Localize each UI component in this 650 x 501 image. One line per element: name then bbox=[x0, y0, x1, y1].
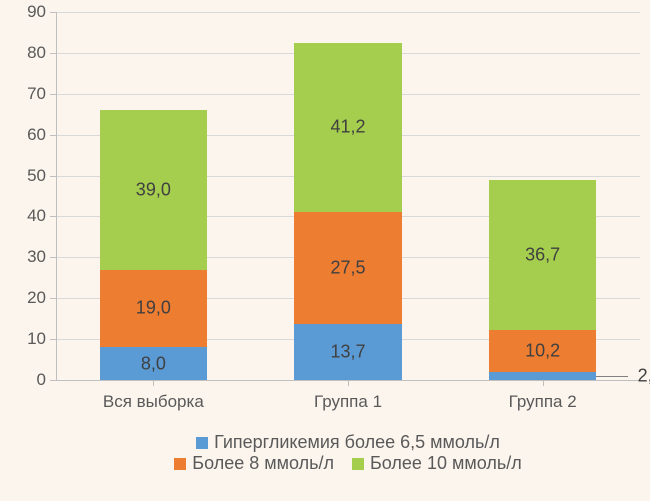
y-tick-label: 10 bbox=[0, 329, 46, 349]
legend-swatch bbox=[174, 458, 186, 470]
x-tick-label: Группа 1 bbox=[256, 392, 441, 412]
y-tick-label: 20 bbox=[0, 288, 46, 308]
x-tick-label: Вся выборка bbox=[61, 392, 246, 412]
data-label: 36,7 bbox=[525, 245, 560, 266]
data-label: 10,2 bbox=[525, 340, 560, 361]
legend-swatch bbox=[352, 458, 364, 470]
data-label: 39,0 bbox=[136, 179, 171, 200]
legend-item: Более 10 ммоль/л bbox=[352, 453, 522, 474]
legend-label: Более 10 ммоль/л bbox=[370, 453, 522, 474]
y-tick-label: 60 bbox=[0, 125, 46, 145]
stacked-bar-chart: 0 10 20 30 40 50 60 70 80 90 8,0 19,0 39,0 Вся выборк… bbox=[0, 0, 650, 501]
x-tick-label: Группа 2 bbox=[450, 392, 635, 412]
y-tick-label: 50 bbox=[0, 166, 46, 186]
data-label: 13,7 bbox=[330, 341, 365, 362]
data-label: 27,5 bbox=[330, 257, 365, 278]
data-label: 19,0 bbox=[136, 298, 171, 319]
legend: Гипергликемия более 6,5 ммоль/лБолее 8 м… bbox=[56, 432, 640, 474]
legend-item: Более 8 ммоль/л bbox=[174, 453, 334, 474]
data-label: 41,2 bbox=[330, 117, 365, 138]
y-tick-label: 40 bbox=[0, 206, 46, 226]
y-tick-label: 80 bbox=[0, 43, 46, 63]
legend-label: Более 8 ммоль/л bbox=[192, 453, 334, 474]
y-tick-label: 0 bbox=[0, 370, 46, 390]
bar-segment bbox=[489, 372, 596, 380]
legend-label: Гипергликемия более 6,5 ммоль/л bbox=[214, 432, 500, 453]
legend-swatch bbox=[196, 437, 208, 449]
y-tick-label: 30 bbox=[0, 247, 46, 267]
data-label: 8,0 bbox=[141, 353, 166, 374]
y-tick-label: 90 bbox=[0, 2, 46, 22]
y-tick-label: 70 bbox=[0, 84, 46, 104]
data-label: 2,0 bbox=[638, 365, 650, 386]
legend-item: Гипергликемия более 6,5 ммоль/л bbox=[196, 432, 500, 453]
